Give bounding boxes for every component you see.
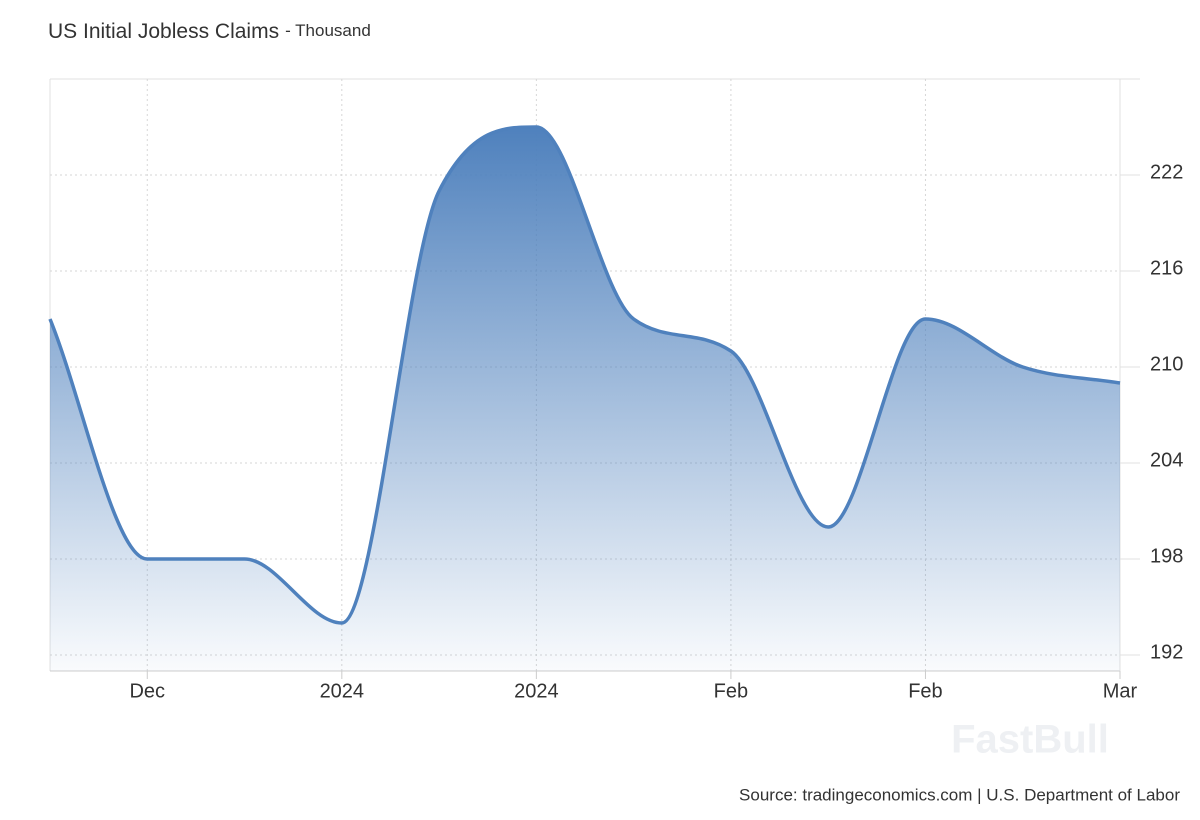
source: Source: tradingeconomics.com | U.S. Depa… [739, 785, 1180, 804]
y-tick-label: 210 [1150, 353, 1183, 375]
x-tick-label: Dec [129, 680, 165, 702]
x-tick-label: Feb [908, 680, 942, 702]
y-tick-label: 222 [1150, 161, 1183, 183]
y-tick-label: 216 [1150, 257, 1183, 279]
watermark: FastBull [951, 718, 1109, 762]
line [48, 125, 1121, 625]
subtitle: - Thousand [285, 21, 371, 40]
y-tick-label: 192 [1150, 641, 1183, 663]
y-tick-label: 204 [1150, 449, 1183, 471]
x-tick-label: 2024 [514, 680, 559, 702]
y-tick-label: 198 [1150, 545, 1183, 567]
chart-title: US Initial Jobless Claims - Thousand [48, 20, 371, 43]
x-tick-label: Feb [714, 680, 748, 702]
title: US Initial Jobless Claims [48, 20, 279, 43]
x-tick-label: Mar [1103, 680, 1138, 702]
area-fill [50, 127, 1120, 671]
x-tick-label: 2024 [320, 680, 365, 702]
